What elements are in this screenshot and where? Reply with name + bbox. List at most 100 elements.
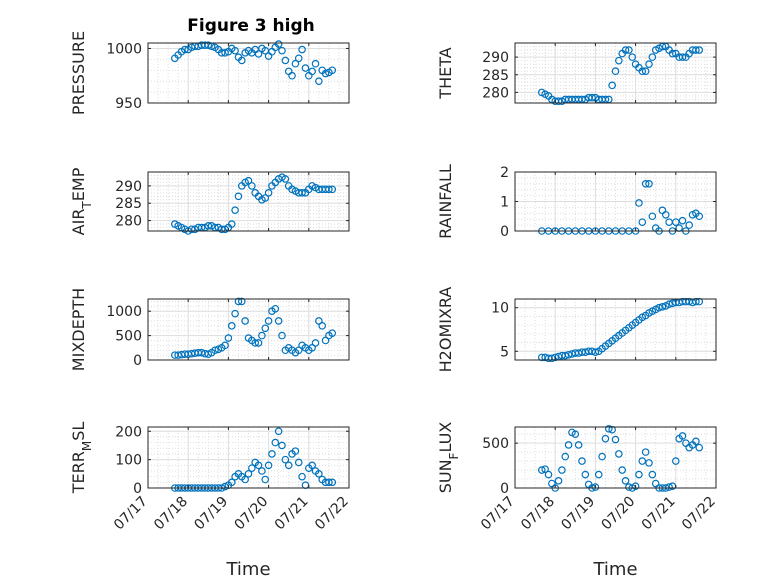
data-point [625, 46, 633, 54]
data-point [648, 53, 657, 61]
y-tick-label: 280 [482, 85, 509, 101]
data-point [638, 457, 647, 465]
data-point [671, 457, 680, 465]
data-point [294, 54, 303, 63]
y-tick-label: 1 [500, 195, 509, 211]
x-axis-label: Time [592, 559, 637, 580]
data-point [638, 218, 647, 226]
data-point [311, 59, 320, 68]
data-point [665, 218, 673, 226]
data-point [261, 194, 270, 202]
data-point [594, 470, 603, 479]
data-point [571, 430, 580, 438]
x-tick-label: 07/21 [639, 494, 679, 534]
y-tick-label: 1000 [106, 41, 142, 57]
data-point [645, 459, 653, 467]
series-air-temp [171, 173, 337, 235]
data-point [308, 461, 316, 470]
data-point [608, 425, 616, 434]
data-point [254, 461, 263, 470]
y-tick-label: 100 [115, 453, 142, 469]
data-point [261, 324, 270, 333]
data-point [284, 461, 293, 470]
x-tick-label: 07/17 [111, 494, 151, 534]
data-point [238, 297, 246, 306]
subplot-h2omixra: 5 10 H2OMIXRA [436, 287, 717, 372]
data-point [325, 185, 333, 194]
data-point [231, 309, 239, 318]
y-tick-label: 10 [491, 301, 509, 317]
data-point [298, 45, 306, 54]
data-point [238, 56, 246, 65]
data-point [258, 467, 266, 475]
data-point [631, 482, 640, 491]
data-point [325, 478, 333, 487]
data-point [264, 189, 273, 197]
data-point [692, 46, 700, 54]
data-point [244, 176, 253, 185]
data-point [537, 466, 546, 474]
data-point [564, 441, 573, 449]
data-point [655, 303, 663, 312]
data-point [641, 180, 650, 188]
data-point [328, 329, 337, 337]
data-point [254, 339, 263, 347]
y-axis-label: THETA [436, 47, 455, 99]
data-point [554, 477, 563, 485]
data-point [695, 297, 704, 306]
data-point [591, 348, 600, 356]
x-tick-label: 07/18 [151, 494, 191, 534]
y-axis-label: TERRMSL [69, 422, 94, 495]
data-point [311, 339, 320, 347]
data-point [615, 56, 623, 65]
subplot-sun-flux: 0 500 SUNFLUX 07/17 07/18 07/19 07/20 07/21 07/2… [436, 422, 719, 580]
data-point [271, 304, 280, 313]
data-point [578, 457, 586, 465]
y-axis-label: RAINFALL [436, 164, 455, 239]
series-pressure [171, 40, 337, 85]
data-point [665, 300, 673, 309]
data-point [264, 317, 273, 325]
axes-box [514, 298, 717, 361]
data-point [618, 466, 627, 474]
subplot-mixdepth: 0 500 1000 MIXDEPTH [69, 288, 350, 371]
axes-box [147, 42, 350, 104]
data-point [294, 458, 303, 467]
data-point [315, 470, 323, 478]
data-point [695, 46, 704, 54]
data-point [254, 50, 263, 58]
y-tick-label: 5 [500, 344, 509, 360]
data-point [558, 466, 566, 474]
figure-title: Figure 3 high [187, 16, 315, 36]
data-point [281, 175, 290, 183]
x-tick-label: 07/21 [272, 494, 312, 534]
data-point [658, 206, 667, 215]
x-tick-label: 07/22 [312, 494, 352, 534]
data-point [258, 331, 266, 340]
x-tick-label: 07/19 [191, 494, 231, 534]
data-point [251, 339, 260, 347]
data-point [231, 206, 239, 214]
y-axis-label: PRESSURE [69, 31, 88, 115]
series-theta [537, 42, 704, 106]
y-tick-label: 1000 [106, 304, 142, 320]
data-point [244, 470, 253, 478]
y-tick-label: 285 [482, 68, 509, 84]
data-point [274, 40, 283, 48]
data-point [291, 447, 300, 455]
data-point [665, 483, 673, 491]
x-tick-label: 07/19 [558, 494, 598, 534]
data-point [658, 303, 667, 311]
data-point [328, 478, 337, 487]
data-point [328, 66, 337, 75]
data-point [278, 46, 286, 55]
data-point [695, 212, 704, 221]
data-point [264, 461, 273, 470]
data-point [628, 53, 637, 61]
data-point [604, 424, 613, 433]
data-point [598, 452, 606, 461]
